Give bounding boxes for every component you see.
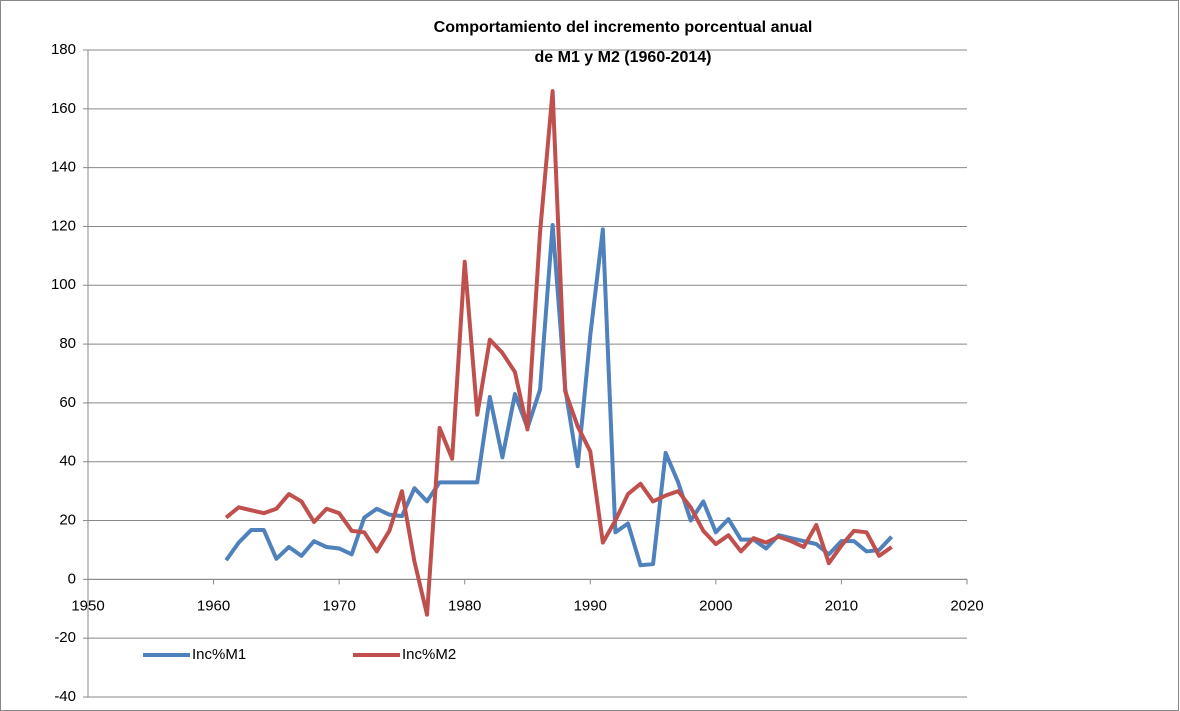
x-tick-label: 2010 <box>825 597 858 614</box>
x-tick-label: 1950 <box>71 597 104 614</box>
y-tick-label: -20 <box>54 629 76 646</box>
x-tick-label: 1960 <box>197 597 230 614</box>
y-tick-label: 180 <box>51 41 76 58</box>
legend-label: Inc%M1 <box>192 646 246 663</box>
y-tick-label: -40 <box>54 688 76 705</box>
y-tick-label: 140 <box>51 159 76 176</box>
legend-label: Inc%M2 <box>402 646 456 663</box>
y-tick-label: 160 <box>51 100 76 117</box>
x-tick-label: 1980 <box>448 597 481 614</box>
x-tick-label: 2000 <box>699 597 732 614</box>
y-tick-label: 0 <box>68 570 76 587</box>
chart-title: de M1 y M2 (1960-2014) <box>535 49 712 66</box>
x-tick-label: 2020 <box>950 597 983 614</box>
series-line <box>224 89 893 617</box>
chart-title: Comportamiento del incremento porcentual… <box>434 19 813 36</box>
y-tick-label: 100 <box>51 276 76 293</box>
x-tick-label: 1970 <box>322 597 355 614</box>
y-tick-label: 80 <box>59 335 76 352</box>
x-tick-label: 1990 <box>574 597 607 614</box>
y-tick-label: 20 <box>59 512 76 529</box>
y-tick-label: 40 <box>59 453 76 470</box>
y-tick-label: 60 <box>59 394 76 411</box>
y-tick-label: 120 <box>51 217 76 234</box>
